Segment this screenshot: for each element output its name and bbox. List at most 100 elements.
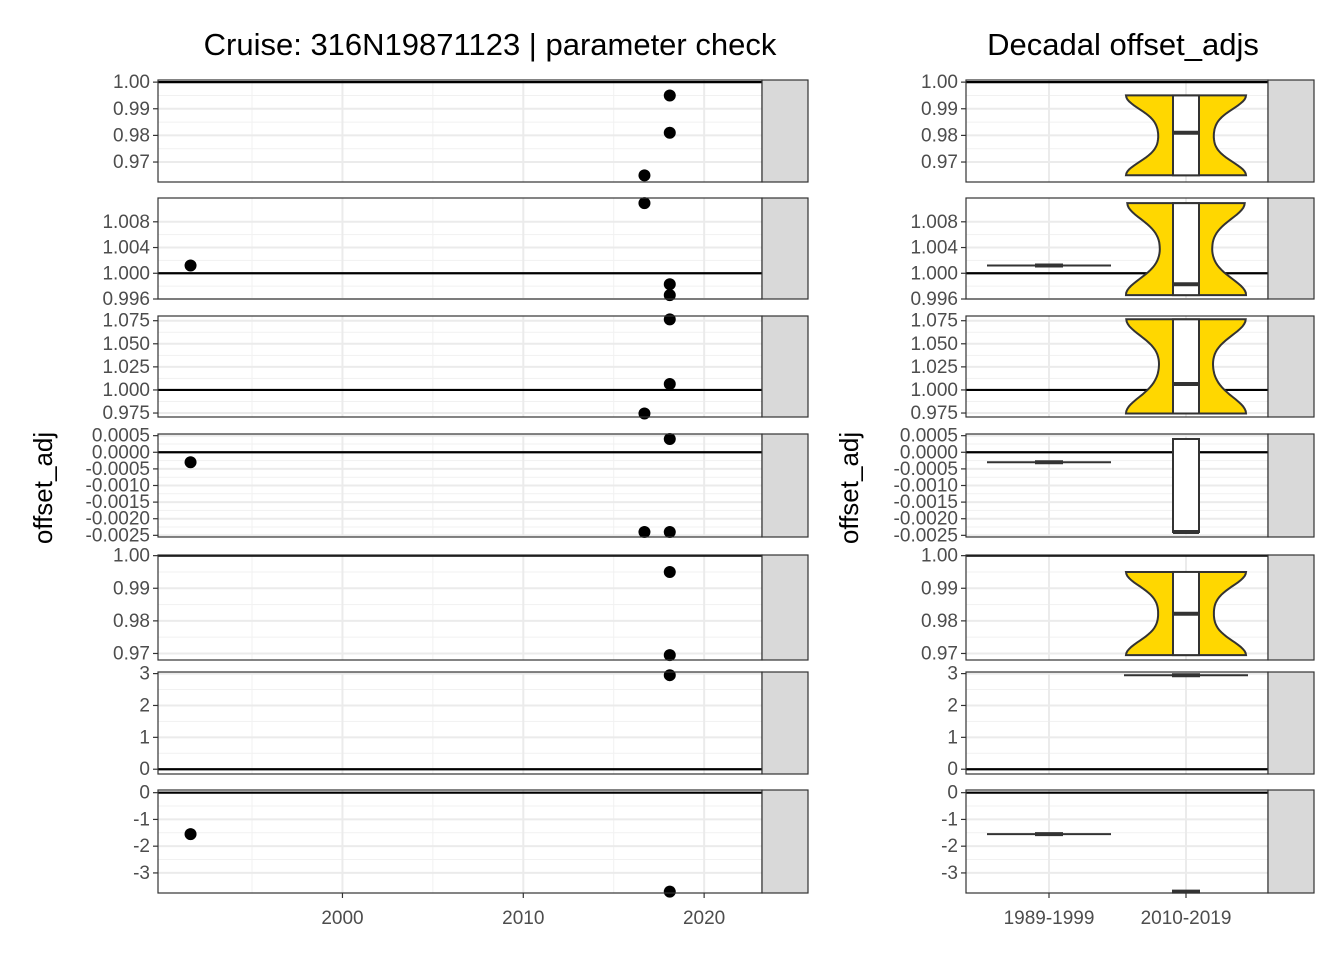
right-y-tick-label: -0.0005 [894,459,958,480]
left-y-tick-label: -0.0005 [86,459,150,480]
data-point [663,278,676,291]
right-y-tick-label: -0.0010 [894,476,958,497]
right-y-tick-label: 2 [947,695,958,716]
left-facet-strip [761,789,809,894]
right-y-tick-label: 0.99 [921,578,958,599]
data-point [663,313,676,326]
left-title: Cruise: 316N19871123 | parameter check [204,27,777,62]
left-y-tick-label: -0.0010 [86,476,150,497]
left-panel-bg [158,672,762,774]
left-facet-strip [761,315,809,418]
left-facet-strip [761,671,809,775]
data-point [663,126,676,139]
boxplot-box [1172,202,1200,297]
left-y-tick-label: -0.0015 [86,492,150,513]
right-y-tick-label: -1 [941,809,958,830]
right-y-tick-label: 1.050 [910,334,958,355]
right-y-tick-label: 1 [947,727,958,748]
right-y-tick-label: 0.0005 [900,426,958,447]
right-x-tick-label: 1989-1999 [1004,908,1095,929]
right-y-tick-label: 1.025 [910,357,958,378]
left-facet-strip [761,433,809,538]
left-y-tick-label: -1 [133,809,150,830]
left-facet-strip [761,554,809,661]
data-point [638,197,651,210]
left-facet-strip [761,79,809,183]
left-y-tick-label: 0.97 [113,643,150,664]
right-y-tick-label: 1.00 [921,546,958,567]
left-y-tick-label: 0 [139,759,150,780]
right-y-tick-label: 0.97 [921,152,958,173]
data-point [184,828,197,841]
right-y-tick-label: -3 [941,863,958,884]
boxplot-box [1172,94,1200,177]
left-facet-strip [761,197,809,300]
left-x-tick-label: 2010 [502,908,544,929]
right-y-tick-label: 1.00 [921,72,958,93]
right-y-tick-label: 1.000 [910,380,958,401]
right-y-tick-label: -0.0020 [894,509,958,530]
data-point [638,526,651,539]
left-y-tick-label: 1.075 [102,311,150,332]
right-facet-strip [1267,671,1315,775]
left-y-tick-label: 2 [139,695,150,716]
left-y-tick-label: 0.99 [113,578,150,599]
left-x-tick-label: 2000 [321,908,363,929]
right-y-tick-label: -0.0015 [894,492,958,513]
data-point [663,432,676,445]
right-facet-strip [1267,433,1315,538]
right-y-tick-label: 1.004 [910,238,958,259]
left-panel-bg [158,80,762,182]
right-y-axis-label: offset_adj [834,432,864,544]
left-y-tick-label: 0.98 [113,611,150,632]
left-y-tick-label: 1.000 [102,380,150,401]
left-y-tick-label: -0.0020 [86,509,150,530]
data-point [184,259,197,272]
left-y-tick-label: 0.0005 [92,426,150,447]
left-y-tick-label: -0.0025 [86,525,150,546]
right-facet-strip [1267,197,1315,300]
data-point [663,885,676,898]
boxplot-box [1172,318,1200,415]
right-y-tick-label: 0 [947,783,958,804]
left-y-tick-label: 0.97 [113,152,150,173]
right-panel-bg [966,672,1268,774]
data-point [663,526,676,539]
left-y-tick-label: 0.99 [113,99,150,120]
right-y-tick-label: 0.98 [921,611,958,632]
left-y-tick-label: 1.025 [102,357,150,378]
data-point [663,289,676,302]
left-y-tick-label: 1.00 [113,72,150,93]
data-point [663,89,676,102]
data-point [663,565,676,578]
left-panel-bg [158,555,762,660]
right-y-tick-label: 0 [947,759,958,780]
right-y-tick-label: 0.97 [921,643,958,664]
right-title: Decadal offset_adjs [987,27,1259,62]
right-y-tick-label: 0.98 [921,125,958,146]
left-y-tick-label: -2 [133,836,150,857]
data-point [663,377,676,390]
data-point [663,649,676,662]
left-y-tick-label: 0 [139,783,150,804]
left-y-tick-label: 1.000 [102,263,150,284]
left-y-tick-label: 0.98 [113,125,150,146]
right-y-tick-label: 3 [947,664,958,685]
boxplot-box [1172,437,1200,534]
right-y-tick-label: 0.996 [910,289,958,310]
right-facet-strip [1267,79,1315,183]
left-y-tick-label: 1 [139,727,150,748]
left-y-tick-label: 1.004 [102,238,150,259]
data-point [638,169,651,182]
right-y-tick-label: -0.0025 [894,525,958,546]
right-panel-bg [966,790,1268,893]
left-y-tick-label: 0.0000 [92,442,150,463]
data-point [663,669,676,682]
right-x-tick-label: 2010-2019 [1141,908,1232,929]
data-point [638,407,651,420]
left-y-tick-label: 1.008 [102,212,150,233]
left-y-tick-label: 0.975 [102,403,150,424]
right-y-tick-label: -2 [941,836,958,857]
right-y-tick-label: 1.008 [910,212,958,233]
